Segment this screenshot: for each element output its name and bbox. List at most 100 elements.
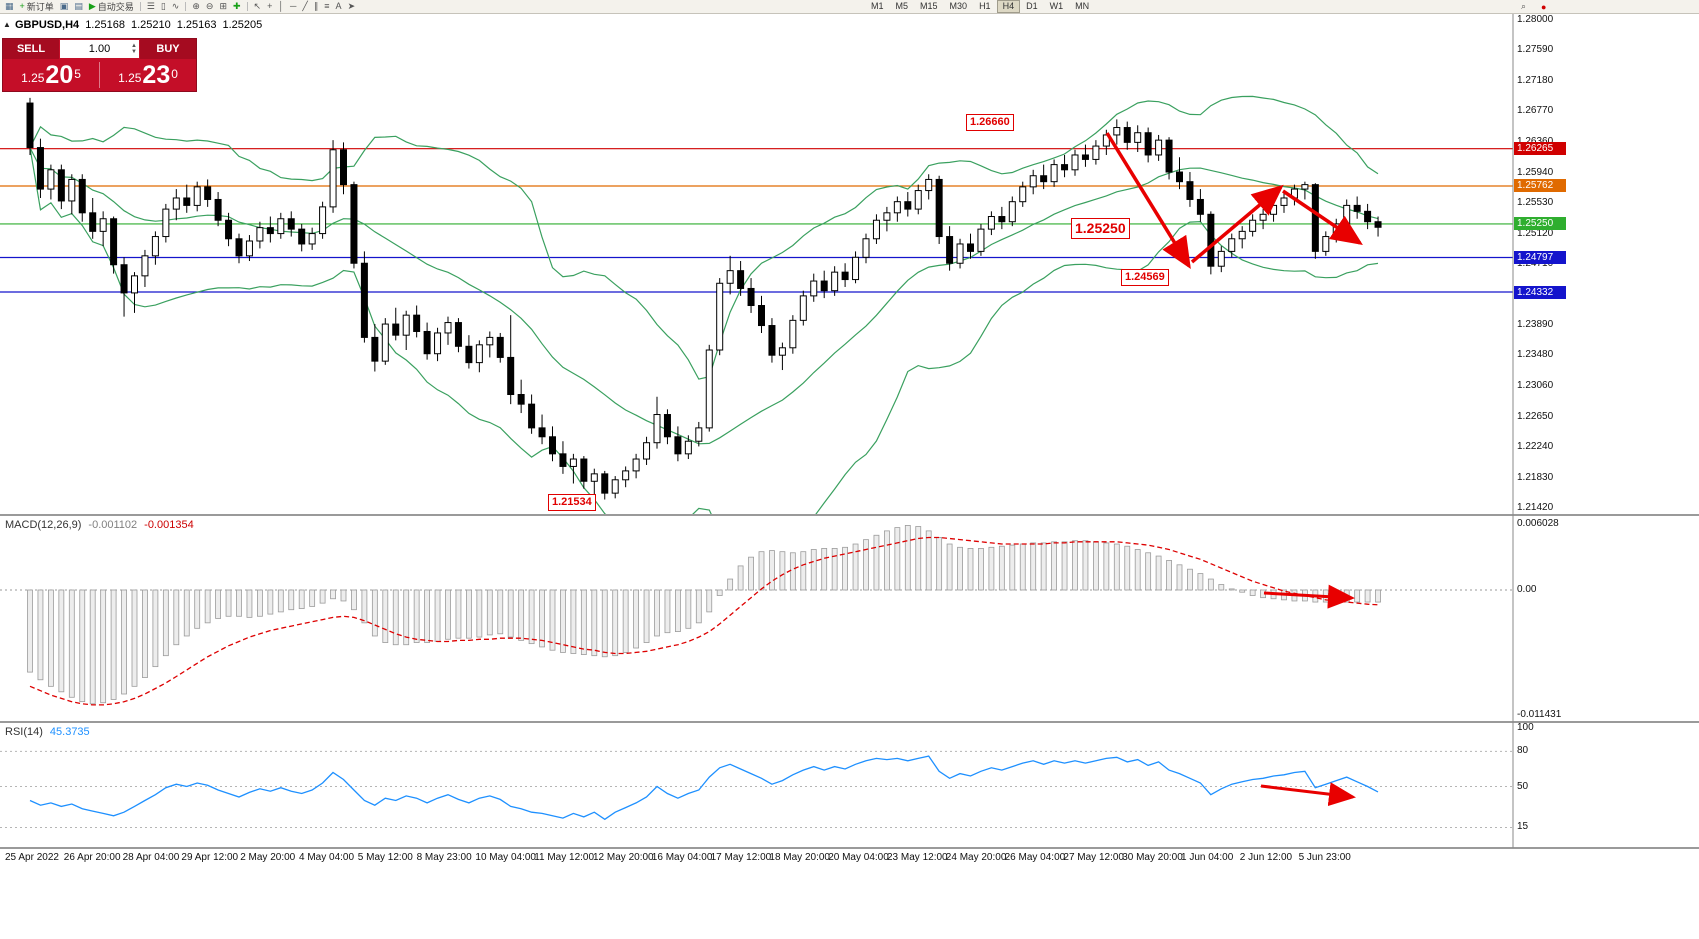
price-annotation[interactable]: 1.24569: [1121, 269, 1169, 286]
crosshair-icon-glyph: +: [267, 1, 273, 11]
buy-price-pips: 23: [142, 61, 171, 89]
line-chart-mode-icon-glyph: ∿: [171, 1, 180, 11]
indicators-icon[interactable]: ✚: [230, 0, 244, 13]
price-annotation[interactable]: 1.21534: [548, 494, 596, 511]
new-order-button-glyph: +: [19, 1, 25, 11]
toolbar-separator: [185, 2, 187, 11]
timeframe-m30[interactable]: M30: [949, 1, 968, 11]
toolbar-separator: [246, 2, 248, 11]
text-icon-glyph: A: [335, 1, 342, 11]
autotrading-button-glyph: ▶: [88, 1, 96, 11]
trend-arrow[interactable]: [1105, 132, 1191, 269]
text-icon[interactable]: A: [333, 0, 345, 13]
buy-price-base: 1.25: [118, 71, 142, 85]
sell-price[interactable]: 1.25 20 5: [3, 59, 99, 91]
horizontal-line-icon[interactable]: ─: [287, 0, 299, 13]
bar-chart-mode-icon[interactable]: ☰: [144, 0, 158, 13]
timeframe-toolbar: M1 M5 M15 M30 H1 H4 D1 W1 MN: [865, 0, 1095, 13]
trendline-icon-glyph: ╱: [302, 1, 308, 11]
symbol-period: GBPUSD,H4: [15, 19, 80, 31]
vertical-line-icon-glyph: │: [278, 1, 284, 11]
zoom-in-icon[interactable]: ⊕: [189, 0, 203, 13]
high-value: 1.25210: [130, 19, 171, 31]
rsi-indicator-name: RSI(14): [5, 726, 43, 738]
timeframe-m15[interactable]: M15: [920, 1, 938, 11]
fibonacci-icon-glyph: ≡: [324, 1, 330, 11]
new-chart-icon[interactable]: ▦: [2, 0, 17, 13]
profiles-icon[interactable]: ▤: [71, 0, 86, 13]
search-icon[interactable]: ⌕: [1521, 1, 1527, 11]
sell-price-base: 1.25: [21, 71, 45, 85]
chart-title: GBPUSD,H4 1.25168 1.25210 1.25163 1.2520…: [15, 19, 262, 31]
chart-windows-icon[interactable]: ▣: [57, 0, 72, 13]
new-chart-icon-glyph: ▦: [5, 1, 14, 11]
price-annotation[interactable]: 1.26660: [966, 114, 1014, 131]
bar-chart-mode-icon-glyph: ☰: [146, 1, 155, 11]
cursor-icon-glyph: ↖: [253, 1, 262, 11]
toolbar-right-group: ⌕ ●: [1518, 0, 1549, 13]
open-value: 1.25168: [85, 19, 125, 31]
buy-price[interactable]: 1.25 23 0: [100, 59, 196, 91]
record-icon[interactable]: ●: [1541, 1, 1547, 12]
low-value: 1.25163: [176, 19, 217, 31]
timeframe-h1[interactable]: H1: [979, 1, 991, 11]
timeframe-h4[interactable]: H4: [996, 0, 1021, 13]
volume-up-icon[interactable]: ▲: [131, 43, 137, 49]
zoom-out-icon-glyph: ⊖: [205, 1, 214, 11]
macd-trend-arrow[interactable]: [1263, 584, 1355, 609]
macd-indicator-name: MACD(12,26,9): [5, 519, 82, 531]
timeframe-mn[interactable]: MN: [1075, 1, 1090, 11]
tile-windows-icon-glyph: ⊞: [219, 1, 227, 11]
macd-histogram: [27, 525, 1381, 705]
rsi-line: [29, 755, 1379, 821]
autotrading-button[interactable]: ▶ 自动交易: [86, 0, 137, 13]
buy-button[interactable]: BUY: [140, 39, 196, 59]
fibonacci-icon[interactable]: ≡: [321, 0, 332, 13]
macd-label: MACD(12,26,9) -0.001102 -0.001354: [5, 519, 194, 531]
price-annotation[interactable]: 1.25250: [1071, 218, 1130, 239]
arrow-object-icon[interactable]: ➤: [345, 0, 359, 13]
zoom-out-icon[interactable]: ⊖: [203, 0, 217, 13]
bollinger-bands: [29, 95, 1379, 515]
main-chart-pane[interactable]: [0, 95, 1513, 561]
line-chart-mode-icon[interactable]: ∿: [169, 0, 183, 13]
new-order-button-label: 新订单: [26, 2, 54, 12]
equidistant-channel-icon[interactable]: ∥: [311, 0, 322, 13]
volume-down-icon[interactable]: ▼: [131, 49, 137, 55]
chart-windows-icon-glyph: ▣: [59, 1, 69, 11]
crosshair-icon[interactable]: +: [264, 0, 275, 13]
cursor-icon[interactable]: ↖: [251, 0, 265, 13]
sell-button[interactable]: SELL: [3, 39, 59, 59]
volume-value: 1.00: [88, 43, 111, 55]
tile-windows-icon[interactable]: ⊞: [216, 0, 230, 13]
volume-input[interactable]: 1.00 ▲ ▼: [60, 40, 139, 58]
candlestick-mode-icon[interactable]: ▯: [158, 0, 169, 13]
vertical-line-icon[interactable]: │: [275, 0, 287, 13]
autotrading-button-label: 自动交易: [97, 2, 134, 12]
arrow-object-icon-glyph: ➤: [347, 1, 356, 11]
macd-signal-line: [29, 536, 1379, 706]
sell-price-point: 5: [74, 67, 81, 81]
timeframe-m5[interactable]: M5: [895, 1, 909, 11]
timeframe-m1[interactable]: M1: [871, 1, 884, 11]
timeframe-w1[interactable]: W1: [1049, 1, 1064, 11]
zoom-in-icon-glyph: ⊕: [192, 1, 200, 11]
trend-arrow[interactable]: [1282, 189, 1363, 245]
trend-arrows[interactable]: [1105, 132, 1363, 269]
new-order-button[interactable]: + 新订单: [17, 0, 57, 13]
price-divider: [99, 62, 100, 88]
toolbar-separator: [139, 2, 141, 11]
candlestick-mode-icon-glyph: ▯: [160, 1, 166, 11]
trendline-icon[interactable]: ╱: [299, 0, 310, 13]
candlestick-series: [26, 97, 1382, 500]
horizontal-line-icon-glyph: ─: [289, 1, 297, 11]
rsi-trend-arrow[interactable]: [1260, 782, 1356, 807]
trend-arrow[interactable]: [1190, 184, 1284, 264]
macd-signal-value: -0.001354: [144, 519, 194, 531]
one-click-collapse-icon[interactable]: ▲: [3, 20, 11, 29]
rsi-label: RSI(14) 45.3735: [5, 726, 90, 738]
macd-main-value: -0.001102: [88, 519, 138, 531]
timeframe-d1[interactable]: D1: [1026, 1, 1038, 11]
